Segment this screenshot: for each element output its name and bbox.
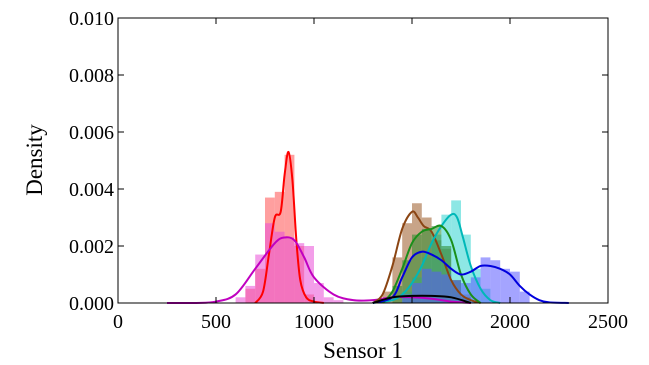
x-tick-label-3: 1500 xyxy=(392,311,432,333)
hist-bar-5-8 xyxy=(480,257,491,303)
hist-bar-5-12 xyxy=(519,291,530,303)
hist-bar-5-6 xyxy=(461,283,471,303)
hist-bar-0-4 xyxy=(284,154,295,303)
x-axis-label: Sensor 1 xyxy=(323,338,403,363)
x-tick-label-2: 1000 xyxy=(294,311,334,333)
kde-curve-1 xyxy=(167,236,471,304)
x-tick-label-5: 2500 xyxy=(588,311,628,333)
hist-bar-1-10 xyxy=(333,300,344,303)
hist-bar-4-0 xyxy=(392,285,403,303)
hist-bar-4-4 xyxy=(431,226,442,303)
kde-curve-5 xyxy=(372,250,569,304)
hist-bar-1-5 xyxy=(284,237,295,303)
hist-bar-5-3 xyxy=(431,271,442,303)
hist-bar-4-3 xyxy=(421,228,432,303)
hist-bar-4-1 xyxy=(402,260,412,303)
kde-curve-3 xyxy=(372,212,501,304)
hist-bar-1-9 xyxy=(323,297,334,303)
hist-bar-1-3 xyxy=(265,223,275,303)
hist-bar-5-1 xyxy=(412,283,422,303)
y-tick-label-5: 0.010 xyxy=(69,8,114,30)
hist-bar-1-1 xyxy=(245,285,256,303)
kde-curve-2 xyxy=(372,210,481,304)
kde-curve-0 xyxy=(254,150,324,304)
y-tick-label-3: 0.006 xyxy=(69,122,114,144)
hist-bar-4-2 xyxy=(412,234,422,303)
axes xyxy=(117,17,609,304)
x-tick-label-0: 0 xyxy=(113,311,123,333)
x-axis-ticks: 0 500 1000 1500 2000 2500 xyxy=(113,18,628,333)
hist-bar-3-5 xyxy=(451,200,461,303)
hist-bar-5-11 xyxy=(510,271,520,303)
kde-curve-6 xyxy=(372,294,472,304)
hist-bar-5-0 xyxy=(402,294,412,303)
hist-bar-5-10 xyxy=(500,268,510,303)
plot-frame xyxy=(117,17,609,304)
x-tick-label-4: 2000 xyxy=(490,311,530,333)
y-tick-label-0: 0.000 xyxy=(69,293,114,315)
y-tick-label-2: 0.004 xyxy=(69,179,114,201)
hist-bar-1-0 xyxy=(235,297,246,303)
histogram-bars xyxy=(235,154,530,303)
hist-bar-5-2 xyxy=(421,268,432,303)
hist-bar-5-9 xyxy=(490,260,501,303)
hist-bar-1-4 xyxy=(274,231,285,303)
y-tick-label-4: 0.008 xyxy=(69,65,114,87)
kde-curve-4 xyxy=(381,224,482,304)
x-tick-label-1: 500 xyxy=(201,311,231,333)
y-axis-label: Density xyxy=(22,124,47,196)
y-axis-ticks: 0.000 0.002 0.004 0.006 0.008 0.010 xyxy=(69,8,608,315)
kde-curves xyxy=(167,150,569,304)
hist-bar-5-4 xyxy=(441,274,452,303)
hist-bar-5-5 xyxy=(451,280,461,303)
hist-bar-1-7 xyxy=(304,246,314,303)
hist-bar-5-7 xyxy=(470,277,481,303)
hist-bar-3-6 xyxy=(461,234,471,303)
y-tick-label-1: 0.002 xyxy=(69,236,114,258)
hist-bar-1-8 xyxy=(314,283,324,303)
hist-bar-1-2 xyxy=(255,254,265,303)
